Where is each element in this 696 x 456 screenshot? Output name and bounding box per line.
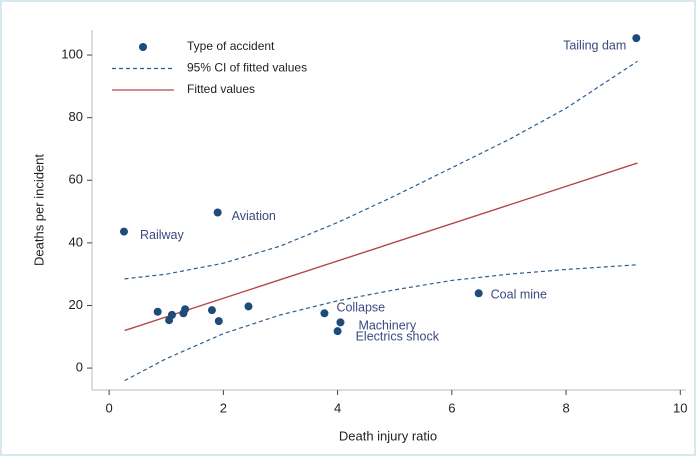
point-label: Collapse <box>336 301 385 315</box>
x-axis-label: Death injury ratio <box>339 428 437 443</box>
point-label: Railway <box>140 228 185 242</box>
point <box>181 305 190 314</box>
point-label: Aviation <box>232 209 276 223</box>
x-tick-label: 10 <box>673 400 687 415</box>
point <box>167 310 176 319</box>
point <box>333 327 342 336</box>
point <box>119 227 128 236</box>
point <box>474 289 483 298</box>
y-tick-label: 0 <box>76 360 83 375</box>
point <box>214 317 223 326</box>
point-label: Tailing dam <box>563 38 626 52</box>
legend-label: Fitted values <box>187 82 255 96</box>
y-tick-label: 20 <box>69 297 83 312</box>
legend-marker <box>139 43 147 51</box>
legend-label: Type of accident <box>187 39 275 53</box>
x-tick-label: 6 <box>448 400 455 415</box>
point <box>213 208 222 217</box>
fit-line <box>124 162 638 332</box>
x-tick-label: 4 <box>334 400 341 415</box>
x-tick-label: 2 <box>220 400 227 415</box>
point <box>244 302 253 311</box>
point-label: Electrics shock <box>356 329 440 343</box>
y-tick-label: 40 <box>69 234 83 249</box>
y-tick-label: 60 <box>69 172 83 187</box>
ci-line <box>124 60 638 280</box>
point-label: Coal mine <box>491 288 547 302</box>
y-axis-label: Deaths per incident <box>31 154 46 266</box>
point <box>632 34 641 43</box>
point-label: Machinery <box>358 319 416 333</box>
legend-label: 95% CI of fitted values <box>187 61 307 75</box>
point <box>320 309 329 318</box>
point <box>207 306 216 315</box>
ci-line <box>124 264 638 382</box>
y-tick-label: 80 <box>69 109 83 124</box>
y-tick-label: 100 <box>61 46 83 61</box>
x-tick-label: 8 <box>562 400 569 415</box>
point <box>153 307 162 316</box>
x-tick-label: 0 <box>106 400 113 415</box>
point <box>336 318 345 327</box>
